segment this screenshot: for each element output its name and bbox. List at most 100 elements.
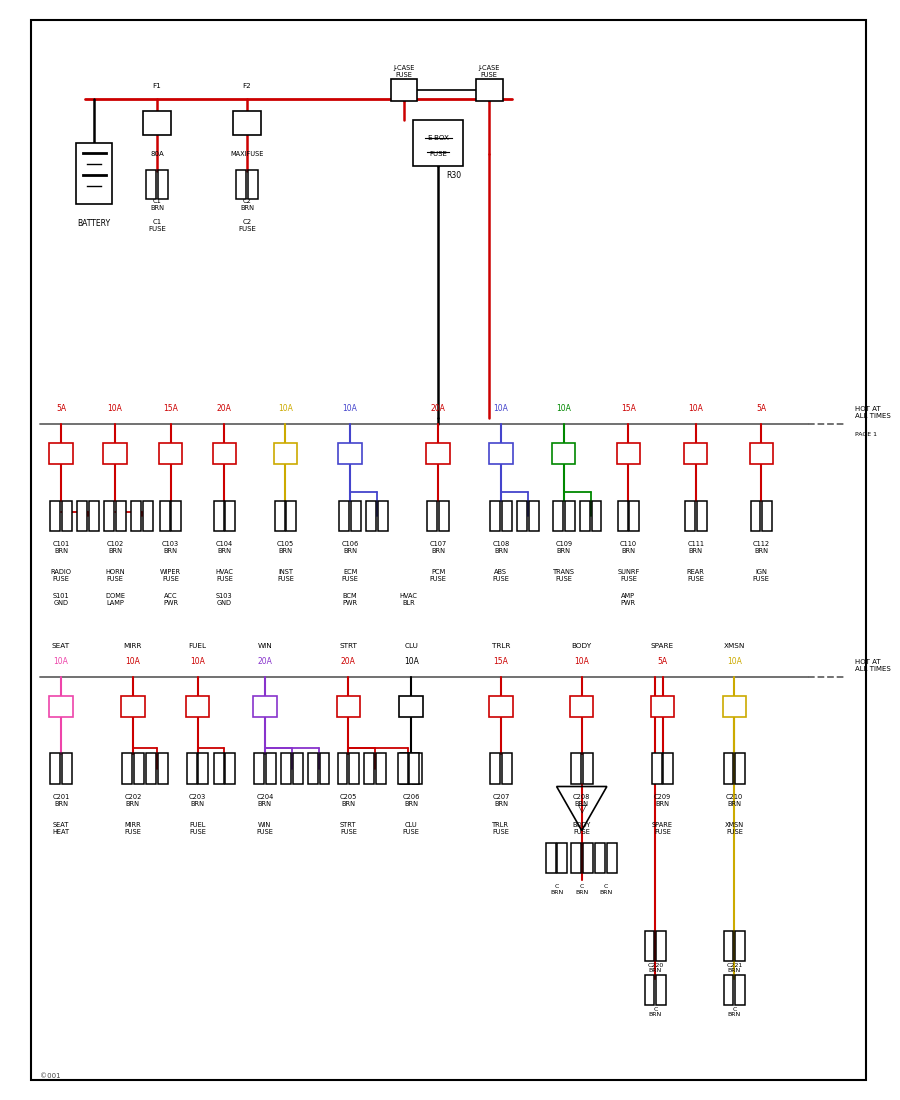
Text: WIN
FUSE: WIN FUSE	[256, 822, 274, 835]
Text: 5A: 5A	[658, 657, 668, 665]
Text: C204
BRN: C204 BRN	[256, 794, 274, 807]
Bar	[89, 500, 99, 531]
Text: MIRR: MIRR	[123, 642, 142, 649]
Bar	[160, 500, 170, 531]
Text: C106
BRN: C106 BRN	[341, 541, 359, 554]
Text: 10A: 10A	[125, 657, 140, 665]
Text: RADIO
FUSE: RADIO FUSE	[50, 569, 71, 582]
Bar	[349, 754, 359, 784]
Bar	[50, 500, 60, 531]
Bar	[616, 442, 640, 464]
Text: C
BRN: C BRN	[599, 884, 613, 895]
Text: PCM
FUSE: PCM FUSE	[429, 569, 446, 582]
Bar	[198, 754, 208, 784]
Text: C201
BRN: C201 BRN	[52, 794, 69, 807]
Bar	[629, 500, 639, 531]
Bar	[545, 843, 555, 873]
Text: C207
BRN: C207 BRN	[492, 794, 509, 807]
Bar	[591, 500, 601, 531]
Bar	[751, 500, 760, 531]
Bar	[147, 754, 157, 784]
Bar	[376, 754, 386, 784]
Bar	[320, 754, 329, 784]
Text: ECM
FUSE: ECM FUSE	[342, 569, 358, 582]
Bar	[274, 442, 297, 464]
Text: XMSN
FUSE: XMSN FUSE	[724, 822, 744, 835]
Text: SPARE: SPARE	[651, 642, 674, 649]
Bar	[762, 500, 772, 531]
Bar	[339, 500, 349, 531]
Bar	[491, 754, 500, 784]
Text: C112
BRN: C112 BRN	[752, 541, 770, 554]
Bar	[122, 696, 145, 717]
Text: C221
BRN: C221 BRN	[726, 962, 742, 974]
Bar	[292, 754, 302, 784]
Bar	[225, 500, 235, 531]
Text: 80A: 80A	[150, 151, 164, 157]
Text: C103
BRN: C103 BRN	[162, 541, 179, 554]
Text: C202
BRN: C202 BRN	[124, 794, 141, 807]
Text: C
BRN: C BRN	[550, 884, 563, 895]
Text: 10A: 10A	[688, 404, 703, 412]
Bar	[476, 79, 503, 101]
Bar	[143, 500, 153, 531]
Text: STRT: STRT	[339, 642, 357, 649]
Text: C111
BRN: C111 BRN	[688, 541, 704, 554]
Bar	[185, 696, 209, 717]
Bar	[553, 500, 562, 531]
Bar	[595, 843, 605, 873]
Bar	[186, 754, 196, 784]
Text: ▽: ▽	[578, 803, 586, 814]
Bar	[286, 500, 296, 531]
Text: C
BRN: C BRN	[649, 1006, 662, 1018]
Text: MIRR
FUSE: MIRR FUSE	[124, 822, 141, 835]
Bar	[557, 843, 567, 873]
Text: 10A: 10A	[278, 404, 293, 412]
Text: DOME
LAMP: DOME LAMP	[105, 593, 125, 606]
Text: CLU: CLU	[404, 642, 419, 649]
Text: TRLR
FUSE: TRLR FUSE	[492, 822, 509, 835]
Bar	[490, 696, 513, 717]
Text: 10A: 10A	[574, 657, 590, 665]
Bar	[254, 754, 264, 784]
FancyBboxPatch shape	[32, 20, 867, 1080]
Text: 5A: 5A	[56, 404, 66, 412]
Bar	[439, 500, 449, 531]
Bar	[338, 754, 347, 784]
Text: C210
BRN: C210 BRN	[725, 794, 743, 807]
Bar	[232, 111, 261, 135]
Bar	[62, 500, 72, 531]
Text: STRT
FUSE: STRT FUSE	[340, 822, 356, 835]
Bar	[656, 975, 666, 1005]
Text: 15A: 15A	[493, 657, 508, 665]
Text: TRANS
FUSE: TRANS FUSE	[553, 569, 575, 582]
Bar	[412, 754, 422, 784]
Text: C2
FUSE: C2 FUSE	[238, 219, 256, 232]
Text: 20A: 20A	[431, 404, 446, 412]
Bar	[50, 754, 60, 784]
Text: R30: R30	[446, 172, 462, 180]
Bar	[274, 500, 284, 531]
Text: HVAC
FUSE: HVAC FUSE	[215, 569, 233, 582]
Text: BODY
FUSE: BODY FUSE	[572, 822, 591, 835]
Text: 10A: 10A	[54, 657, 68, 665]
Bar	[580, 500, 590, 531]
Bar	[502, 754, 512, 784]
Text: 20A: 20A	[257, 657, 273, 665]
Bar	[697, 500, 706, 531]
Text: ACC
PWR: ACC PWR	[163, 593, 178, 606]
Bar	[656, 931, 666, 961]
Text: FUEL
FUSE: FUEL FUSE	[189, 822, 206, 835]
Text: C1
FUSE: C1 FUSE	[148, 219, 166, 232]
Bar	[491, 500, 500, 531]
Bar	[159, 442, 182, 464]
Bar	[378, 500, 388, 531]
Text: C
BRN: C BRN	[575, 884, 589, 895]
Bar	[104, 500, 114, 531]
Text: 10A: 10A	[556, 404, 572, 412]
Bar	[236, 170, 246, 199]
Bar	[750, 442, 773, 464]
Bar	[225, 754, 235, 784]
Text: F2: F2	[242, 82, 251, 89]
Text: C105
BRN: C105 BRN	[277, 541, 294, 554]
